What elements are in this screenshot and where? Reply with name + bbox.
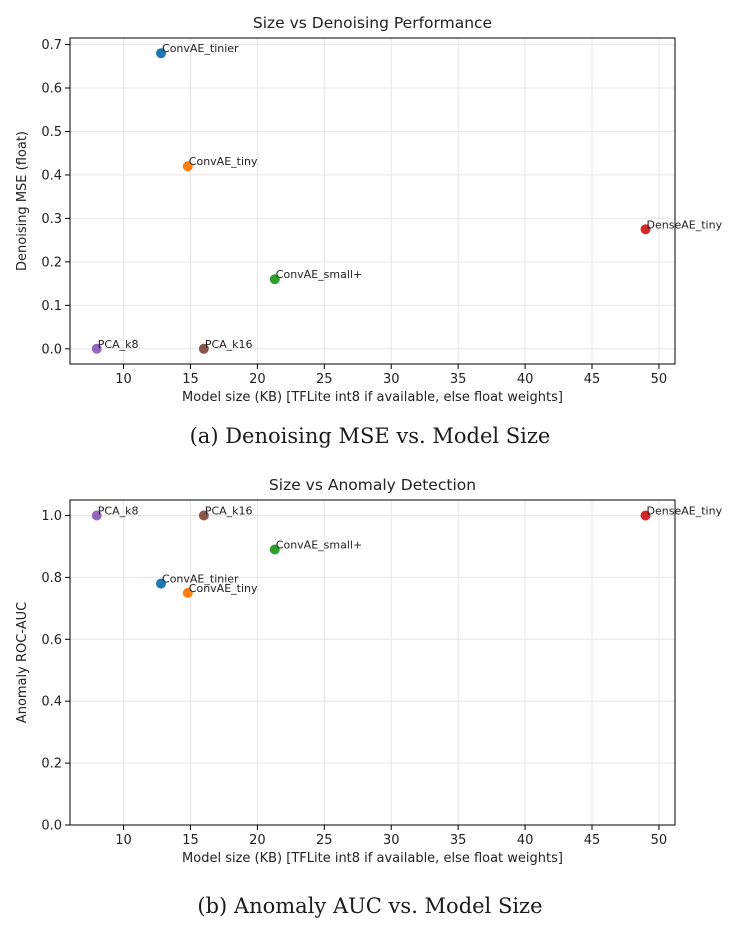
y-tick-label: 0.3 <box>41 212 62 227</box>
x-tick-label: 20 <box>249 833 266 848</box>
point-label: ConvAE_tiny <box>189 582 258 595</box>
x-tick-label: 15 <box>182 833 199 848</box>
y-tick-label: 0.0 <box>41 819 62 834</box>
x-axis-label: Model size (KB) [TFLite int8 if availabl… <box>182 390 563 405</box>
x-tick-label: 45 <box>584 833 601 848</box>
denoising-chart: 10 15 20 25 30 35 40 45 50 0.0 0.1 0.2 0.3 0.4 0.5 0.6 0… <box>15 14 723 405</box>
x-tick-label: 35 <box>450 833 467 848</box>
y-tick-label: 0.6 <box>41 81 62 96</box>
y-tick-label: 0.2 <box>41 255 62 270</box>
point-label: PCA_k8 <box>98 338 139 351</box>
data-point <box>269 544 280 555</box>
point-label: PCA_k8 <box>98 504 139 517</box>
y-axis-label: Anomaly ROC-AUC <box>15 602 30 723</box>
y-tick-label: 1.0 <box>41 509 62 524</box>
y-tick-label: 0.6 <box>41 633 62 648</box>
x-axis-label: Model size (KB) [TFLite int8 if availabl… <box>182 851 563 866</box>
data-point <box>182 161 193 172</box>
data-point <box>156 48 167 59</box>
data-point <box>640 510 651 521</box>
y-tick-label: 0.5 <box>41 125 62 140</box>
x-tick-label: 50 <box>651 372 668 387</box>
point-label: ConvAE_tinier <box>162 42 239 55</box>
anomaly-chart: 10 15 20 25 30 35 40 45 50 0.0 0.2 0.4 0.6 0.8 1.0 Size… <box>15 476 723 866</box>
point-label: PCA_k16 <box>205 504 253 517</box>
point-label: ConvAE_tiny <box>189 155 258 168</box>
data-point <box>182 587 193 598</box>
x-tick-label: 10 <box>115 372 132 387</box>
plot-frame <box>69 499 676 826</box>
data-point <box>91 343 102 354</box>
y-tick-label: 0.4 <box>41 168 62 183</box>
point-label: PCA_k16 <box>205 338 253 351</box>
x-tick-label: 15 <box>182 372 199 387</box>
data-point <box>91 510 102 521</box>
point-label: DenseAE_tiny <box>647 504 723 517</box>
x-tick-label: 25 <box>316 833 333 848</box>
y-tick-label: 0.7 <box>41 38 62 53</box>
data-point <box>269 274 280 285</box>
chart-title: Size vs Anomaly Detection <box>269 476 476 494</box>
x-tick-label: 25 <box>316 372 333 387</box>
chart-title: Size vs Denoising Performance <box>253 14 492 32</box>
x-tick-label: 10 <box>115 833 132 848</box>
y-tick-label: 0.2 <box>41 757 62 772</box>
point-label: ConvAE_small+ <box>276 268 362 281</box>
y-tick-label: 0.1 <box>41 299 62 314</box>
y-tick-label: 0.8 <box>41 571 62 586</box>
gridlines <box>70 500 675 826</box>
data-point <box>198 510 209 521</box>
y-axis-label: Denoising MSE (float) <box>15 131 30 271</box>
y-tick-label: 0.0 <box>41 342 62 357</box>
gridlines <box>70 38 675 364</box>
caption-b: (b) Anomaly AUC vs. Model Size <box>197 894 543 918</box>
x-tick-label: 45 <box>584 372 601 387</box>
data-point <box>640 224 651 235</box>
x-tick-label: 30 <box>383 372 400 387</box>
point-label: DenseAE_tiny <box>647 218 723 231</box>
point-label: ConvAE_tinier <box>162 573 239 586</box>
x-tick-label: 40 <box>517 372 534 387</box>
plot-frame <box>69 37 676 365</box>
x-tick-label: 35 <box>450 372 467 387</box>
data-point <box>198 343 209 354</box>
data-point <box>156 578 167 589</box>
x-tick-label: 30 <box>383 833 400 848</box>
caption-a: (a) Denoising MSE vs. Model Size <box>189 424 551 448</box>
x-tick-label: 20 <box>249 372 266 387</box>
x-tick-label: 50 <box>651 833 668 848</box>
point-label: ConvAE_small+ <box>276 539 362 552</box>
y-tick-label: 0.4 <box>41 695 62 710</box>
x-tick-label: 40 <box>517 833 534 848</box>
